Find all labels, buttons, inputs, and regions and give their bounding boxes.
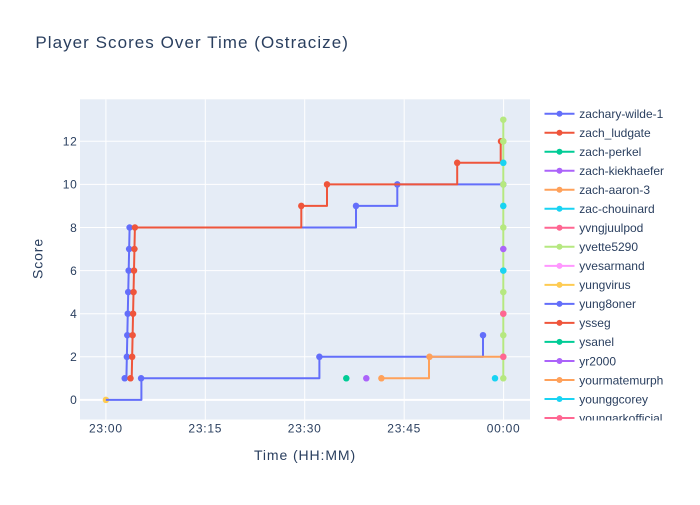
svg-text:yvesarmand: yvesarmand (579, 259, 644, 273)
svg-text:zac-chouinard: zac-chouinard (579, 202, 654, 216)
svg-text:yungvirus: yungvirus (579, 278, 630, 292)
svg-text:4: 4 (70, 307, 77, 321)
svg-text:younggcorey: younggcorey (579, 392, 648, 406)
svg-text:00:00: 00:00 (487, 421, 521, 435)
svg-text:23:30: 23:30 (288, 421, 322, 435)
svg-text:zach-perkel: zach-perkel (579, 145, 641, 159)
svg-text:yr2000: yr2000 (579, 354, 616, 368)
svg-text:Player Scores Over Time (Ostra: Player Scores Over Time (Ostracize) (35, 33, 349, 52)
svg-text:yung8oner: yung8oner (579, 297, 636, 311)
svg-text:23:15: 23:15 (188, 421, 222, 435)
svg-text:Score: Score (29, 238, 45, 279)
svg-text:yvngjuulpod: yvngjuulpod (579, 221, 643, 235)
svg-text:23:00: 23:00 (89, 421, 123, 435)
svg-text:10: 10 (63, 178, 78, 192)
svg-text:zach_ludgate: zach_ludgate (579, 126, 651, 140)
svg-text:zach-aaron-3: zach-aaron-3 (579, 183, 650, 197)
svg-text:Time (HH:MM): Time (HH:MM) (254, 447, 356, 463)
svg-text:0: 0 (70, 393, 77, 407)
svg-text:23:45: 23:45 (387, 421, 421, 435)
svg-text:yourmatemurph: yourmatemurph (579, 373, 663, 387)
svg-text:ysanel: ysanel (579, 335, 614, 349)
svg-text:8: 8 (70, 221, 77, 235)
svg-text:2: 2 (70, 350, 77, 364)
svg-text:6: 6 (70, 264, 77, 278)
svg-text:ysseg: ysseg (579, 316, 610, 330)
svg-text:youngarkofficial: youngarkofficial (579, 411, 662, 425)
svg-text:zach-kiekhaefer: zach-kiekhaefer (579, 164, 664, 178)
svg-text:zachary-wilde-1: zachary-wilde-1 (579, 107, 663, 121)
svg-text:yvette5290: yvette5290 (579, 240, 638, 254)
svg-text:12: 12 (63, 135, 78, 149)
